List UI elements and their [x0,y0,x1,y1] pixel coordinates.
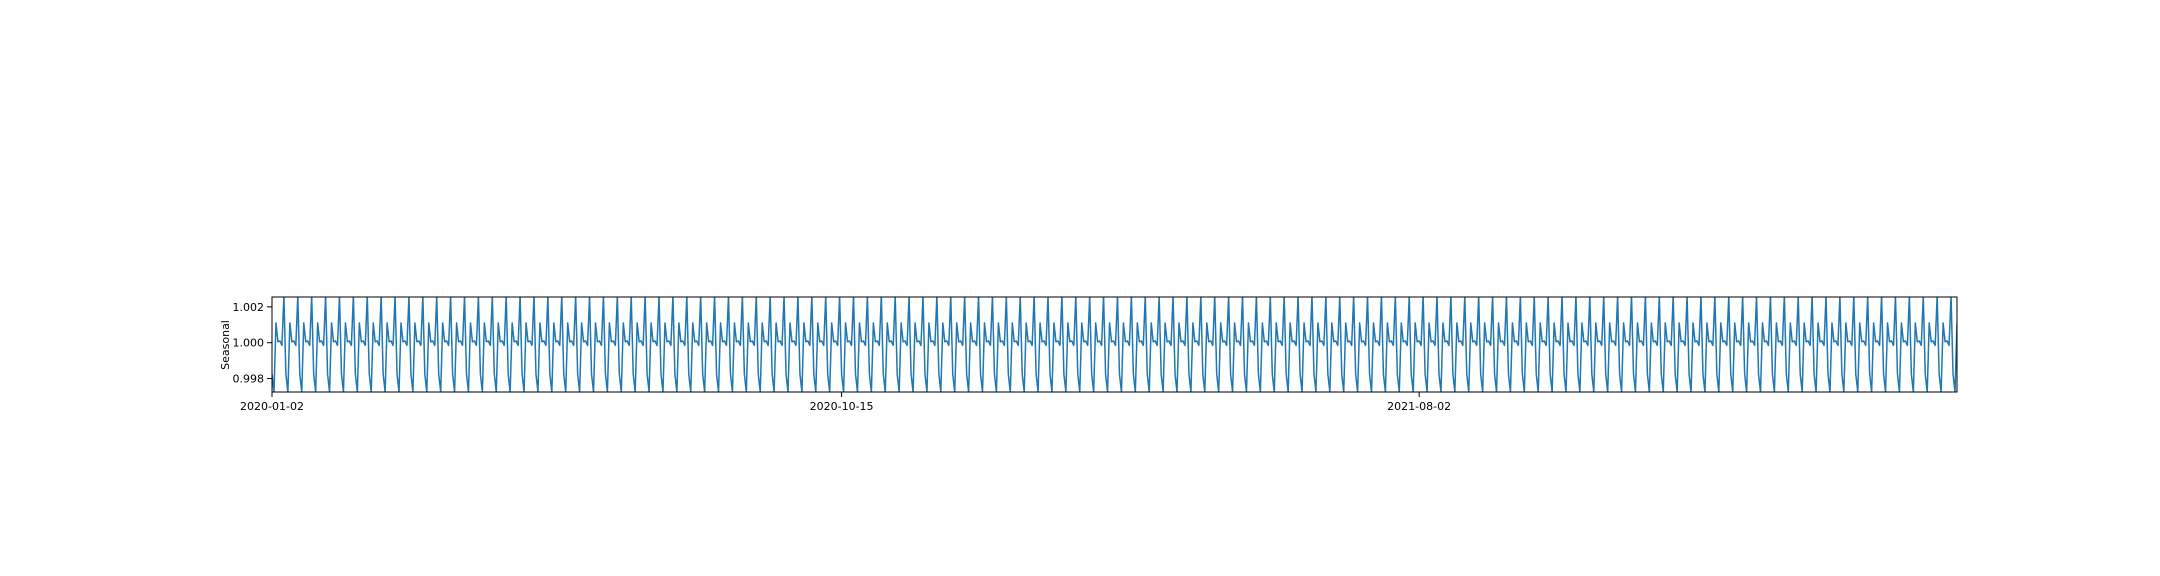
x-tick-label: 2021-08-02 [1387,400,1451,413]
y-axis-label: Seasonal [219,320,232,370]
plot-frame [271,296,1958,393]
seasonal-series-line [272,297,1957,392]
x-tick-label: 2020-10-15 [810,400,874,413]
ticks-group: 0.998 1.000 1.002 2020-01-02 2020-10-15 2021-… [233,301,1452,413]
y-tick-label: 0.998 [233,373,265,386]
y-tick-label: 1.000 [233,337,265,350]
y-tick-label: 1.002 [233,301,265,314]
x-tick-label: 2020-01-02 [240,400,304,413]
